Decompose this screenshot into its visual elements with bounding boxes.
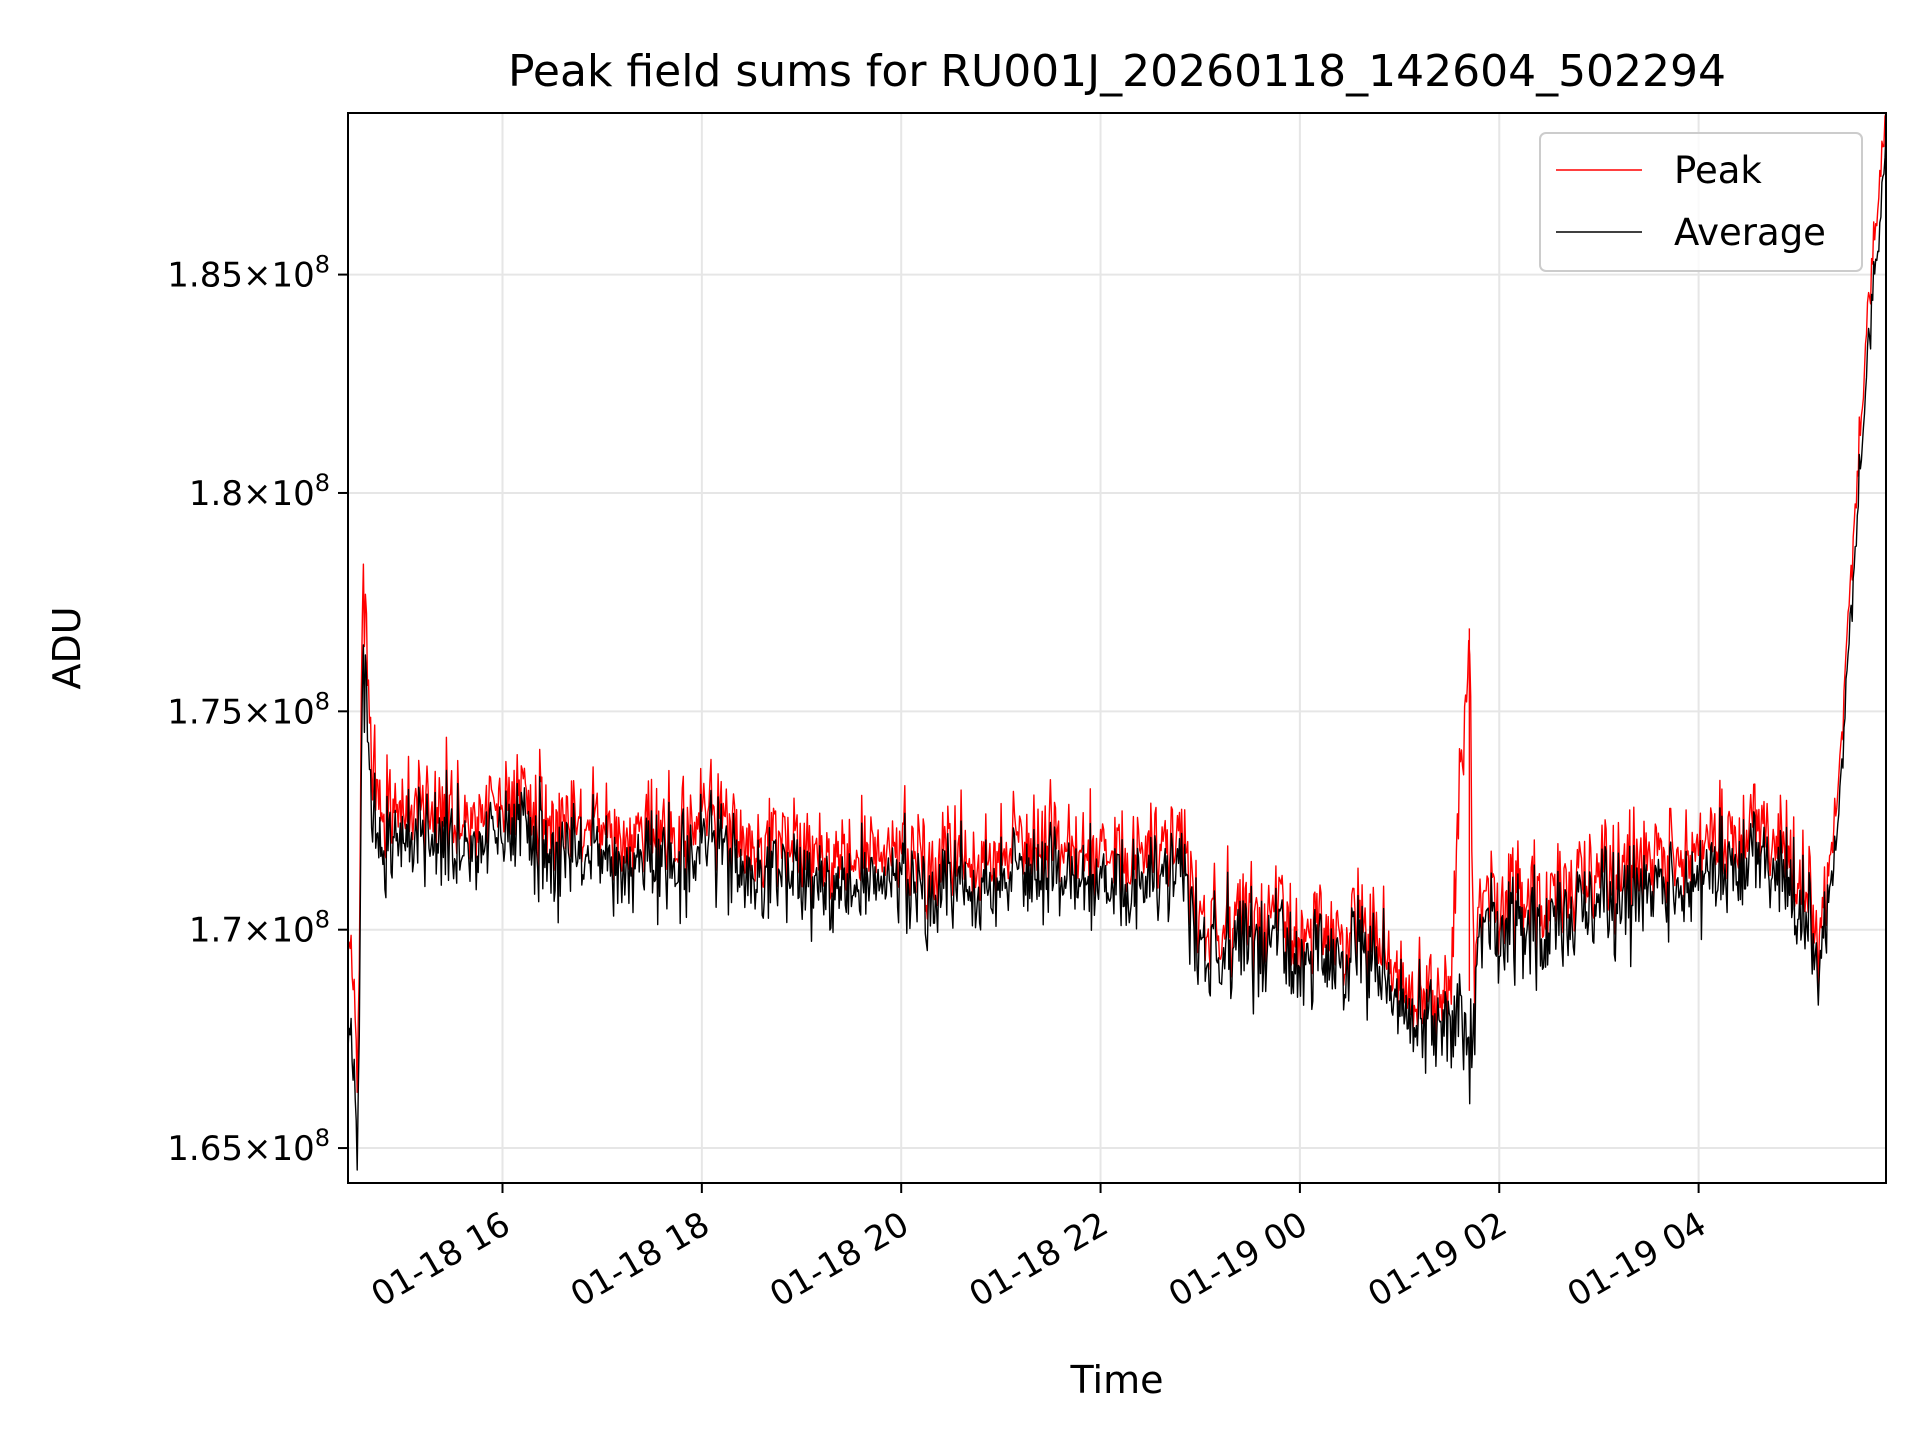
y-tick-label: 1.7×108 [189, 906, 330, 951]
y-tick-label: 1.85×108 [167, 251, 330, 296]
grid [348, 113, 1886, 1183]
y-tick-label: 1.65×108 [167, 1124, 330, 1169]
plot-area-frame [347, 112, 1887, 1184]
y-axis-ticks: 1.65×108 1.7×108 1.75×108 1.8×108 1.85×108 [167, 251, 348, 1169]
legend: Peak Average [1539, 132, 1863, 272]
chart-title: Peak field sums for RU001J_20260118_1426… [508, 46, 1726, 97]
series-layer [347, 112, 1887, 1171]
x-axis-label: Time [1070, 1358, 1164, 1402]
legend-label-average: Average [1674, 211, 1826, 254]
y-axis-label: ADU [45, 606, 89, 689]
legend-label-peak: Peak [1674, 149, 1762, 192]
y-tick-label: 1.8×108 [189, 469, 330, 514]
legend-frame [1539, 132, 1863, 272]
y-tick-label: 1.75×108 [167, 687, 330, 732]
series-line-average [347, 131, 1887, 1171]
series-line-peak [347, 112, 1887, 1093]
